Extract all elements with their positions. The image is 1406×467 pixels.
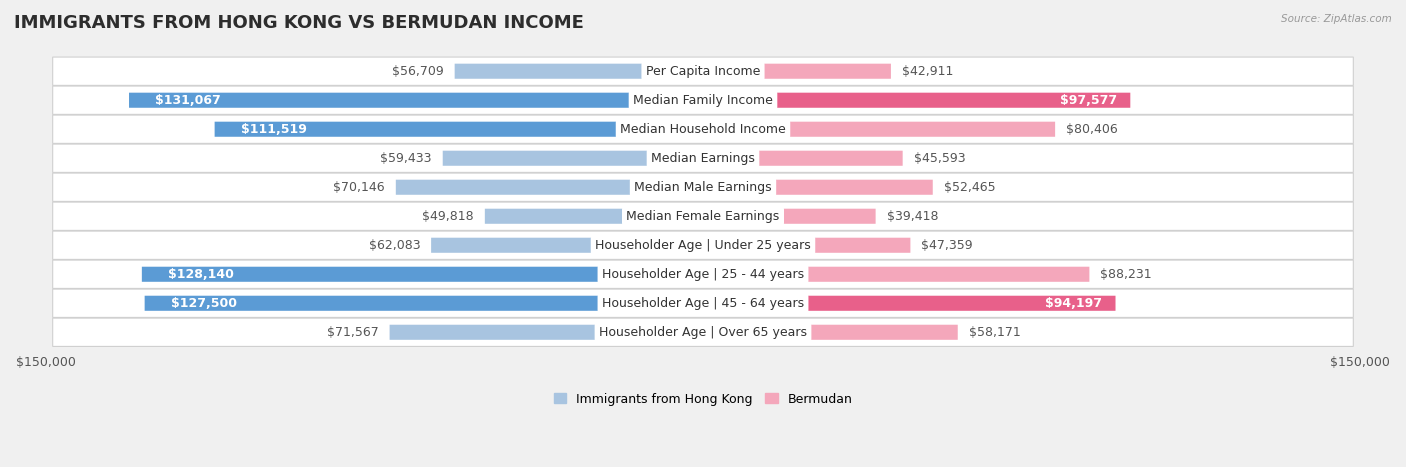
Text: $59,433: $59,433 bbox=[380, 152, 432, 165]
Text: $52,465: $52,465 bbox=[943, 181, 995, 194]
FancyBboxPatch shape bbox=[703, 238, 911, 253]
FancyBboxPatch shape bbox=[703, 267, 1090, 282]
FancyBboxPatch shape bbox=[52, 173, 1354, 201]
FancyBboxPatch shape bbox=[142, 267, 703, 282]
Text: $47,359: $47,359 bbox=[921, 239, 973, 252]
FancyBboxPatch shape bbox=[703, 180, 932, 195]
Text: $88,231: $88,231 bbox=[1101, 268, 1152, 281]
Text: $58,171: $58,171 bbox=[969, 326, 1021, 339]
Text: Median Female Earnings: Median Female Earnings bbox=[627, 210, 779, 223]
FancyBboxPatch shape bbox=[52, 57, 1354, 85]
Text: $45,593: $45,593 bbox=[914, 152, 966, 165]
Text: $42,911: $42,911 bbox=[901, 65, 953, 78]
FancyBboxPatch shape bbox=[52, 260, 1354, 289]
Text: $71,567: $71,567 bbox=[326, 326, 378, 339]
FancyBboxPatch shape bbox=[52, 318, 1354, 347]
FancyBboxPatch shape bbox=[703, 151, 903, 166]
FancyBboxPatch shape bbox=[52, 144, 1354, 172]
FancyBboxPatch shape bbox=[389, 325, 703, 340]
FancyBboxPatch shape bbox=[396, 180, 703, 195]
Text: $94,197: $94,197 bbox=[1046, 297, 1102, 310]
FancyBboxPatch shape bbox=[215, 122, 703, 137]
Text: $62,083: $62,083 bbox=[368, 239, 420, 252]
Text: Source: ZipAtlas.com: Source: ZipAtlas.com bbox=[1281, 14, 1392, 24]
FancyBboxPatch shape bbox=[52, 289, 1354, 318]
Text: Median Earnings: Median Earnings bbox=[651, 152, 755, 165]
FancyBboxPatch shape bbox=[703, 325, 957, 340]
FancyBboxPatch shape bbox=[703, 296, 1115, 311]
FancyBboxPatch shape bbox=[52, 231, 1354, 259]
Text: Per Capita Income: Per Capita Income bbox=[645, 65, 761, 78]
Text: Median Family Income: Median Family Income bbox=[633, 94, 773, 107]
FancyBboxPatch shape bbox=[52, 115, 1354, 143]
Text: Median Male Earnings: Median Male Earnings bbox=[634, 181, 772, 194]
FancyBboxPatch shape bbox=[703, 209, 876, 224]
FancyBboxPatch shape bbox=[703, 122, 1054, 137]
Text: Householder Age | 25 - 44 years: Householder Age | 25 - 44 years bbox=[602, 268, 804, 281]
Text: $131,067: $131,067 bbox=[155, 94, 221, 107]
Text: IMMIGRANTS FROM HONG KONG VS BERMUDAN INCOME: IMMIGRANTS FROM HONG KONG VS BERMUDAN IN… bbox=[14, 14, 583, 32]
Text: Householder Age | Under 25 years: Householder Age | Under 25 years bbox=[595, 239, 811, 252]
Text: Householder Age | Over 65 years: Householder Age | Over 65 years bbox=[599, 326, 807, 339]
Text: $111,519: $111,519 bbox=[240, 123, 307, 136]
FancyBboxPatch shape bbox=[703, 64, 891, 79]
FancyBboxPatch shape bbox=[145, 296, 703, 311]
FancyBboxPatch shape bbox=[52, 86, 1354, 114]
Text: $128,140: $128,140 bbox=[169, 268, 233, 281]
FancyBboxPatch shape bbox=[443, 151, 703, 166]
FancyBboxPatch shape bbox=[703, 92, 1130, 108]
Text: $39,418: $39,418 bbox=[887, 210, 938, 223]
Text: Householder Age | 45 - 64 years: Householder Age | 45 - 64 years bbox=[602, 297, 804, 310]
FancyBboxPatch shape bbox=[485, 209, 703, 224]
FancyBboxPatch shape bbox=[454, 64, 703, 79]
Text: $49,818: $49,818 bbox=[422, 210, 474, 223]
Text: $80,406: $80,406 bbox=[1066, 123, 1118, 136]
FancyBboxPatch shape bbox=[432, 238, 703, 253]
Text: Median Household Income: Median Household Income bbox=[620, 123, 786, 136]
Legend: Immigrants from Hong Kong, Bermudan: Immigrants from Hong Kong, Bermudan bbox=[548, 388, 858, 410]
FancyBboxPatch shape bbox=[52, 202, 1354, 230]
Text: $56,709: $56,709 bbox=[392, 65, 444, 78]
Text: $70,146: $70,146 bbox=[333, 181, 385, 194]
Text: $97,577: $97,577 bbox=[1060, 94, 1118, 107]
FancyBboxPatch shape bbox=[129, 92, 703, 108]
Text: $127,500: $127,500 bbox=[172, 297, 238, 310]
